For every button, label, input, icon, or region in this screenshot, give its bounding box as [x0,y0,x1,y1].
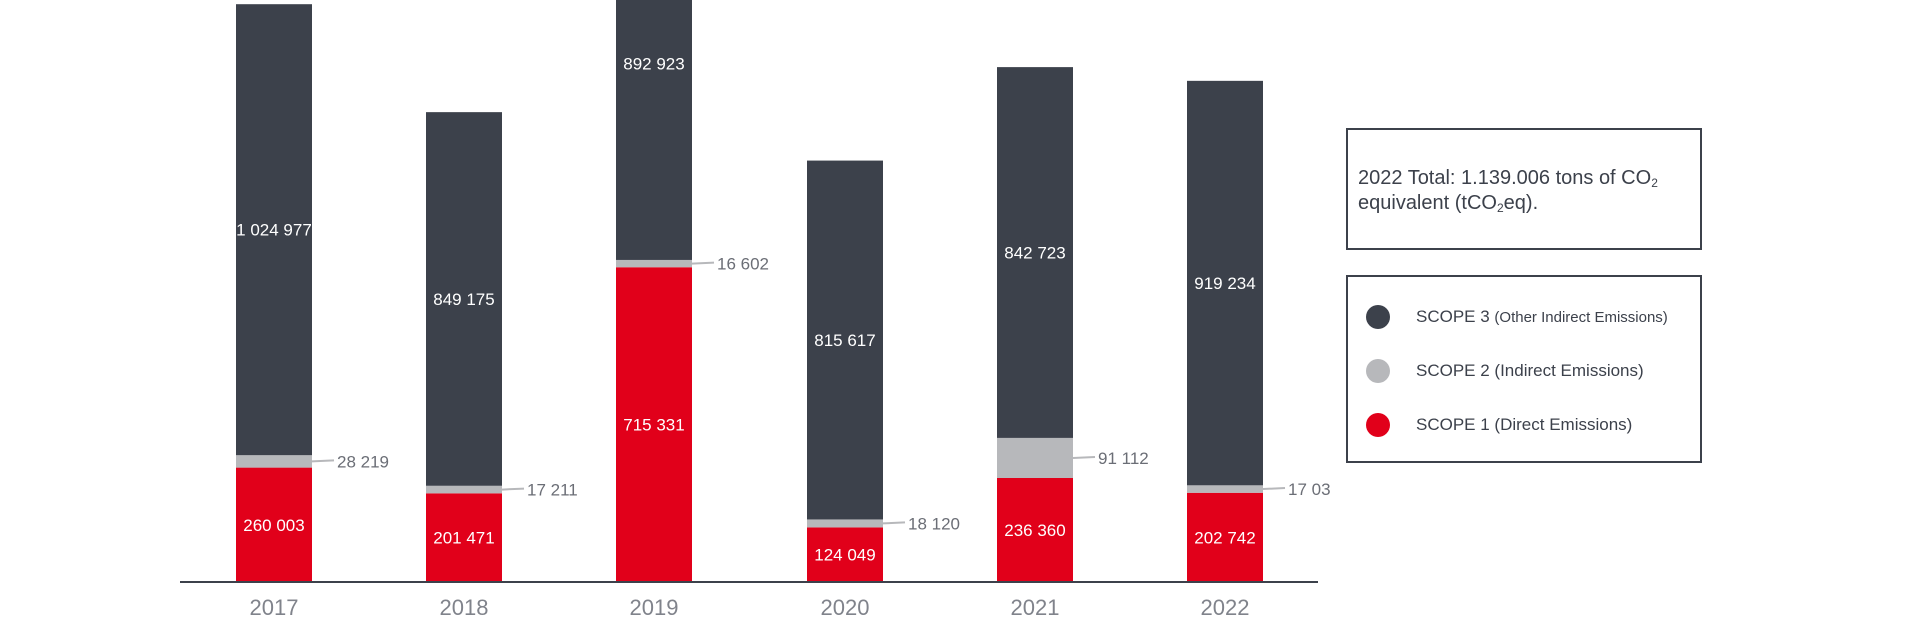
bar-scope-3-2018 [426,112,502,486]
data-label-scope-1-2018: 201 471 [433,529,494,548]
data-label-scope-1-2021: 236 360 [1004,521,1065,540]
bar-scope-2-2017 [236,455,312,468]
x-tick-2017: 2017 [250,595,299,620]
bar-scope-3-2022 [1187,80,1263,486]
total-line-1: 2022 Total: 1.139.006 tons of CO2 [1358,167,1658,190]
bar-scope-3-2017 [236,4,312,456]
data-label-scope-3-2019: 892 923 [623,55,684,74]
bar-scope-1-2022 [1187,492,1263,582]
callout-line-scope-2-2022 [1262,487,1286,491]
data-label-scope-1-2017: 260 003 [243,516,304,535]
x-tick-2022: 2022 [1201,595,1250,620]
bar-scope-2-2018 [426,485,502,494]
data-label-scope-2-2020: 18 120 [908,514,960,533]
callout-line-scope-2-2021 [1072,455,1096,459]
data-label-scope-3-2018: 849 175 [433,290,494,309]
data-label-scope-2-2019: 16 602 [717,255,769,274]
total-emissions-box: 2022 Total: 1.139.006 tons of CO2 equiva… [1346,128,1702,250]
bar-scope-2-2020 [807,519,883,528]
data-label-scope-2-2021: 91 112 [1098,449,1149,468]
bar-scope-2-2021 [997,437,1073,479]
bar-scope-1-2017 [236,467,312,582]
data-label-scope-3-2017: 1 024 977 [236,221,312,240]
data-label-scope-2-2018: 17 211 [527,481,578,500]
chart-legend: SCOPE 3 (Other Indirect Emissions) SCOPE… [1346,275,1702,463]
x-tick-2021: 2021 [1011,595,1060,620]
legend-item-scope-3: SCOPE 3 (Other Indirect Emissions) [1366,303,1668,331]
legend-item-scope-2: SCOPE 2 (Indirect Emissions) [1366,357,1644,385]
legend-swatch-scope-3 [1366,305,1390,329]
data-label-scope-1-2019: 715 331 [623,416,684,435]
legend-swatch-scope-2 [1366,359,1390,383]
callout-line-scope-2-2019 [691,261,715,265]
x-tick-2020: 2020 [821,595,870,620]
data-label-scope-3-2022: 919 234 [1194,274,1255,293]
callout-line-scope-2-2018 [501,487,525,491]
total-line-2: equivalent (tCO2eq). [1358,192,1539,215]
bar-scope-1-2018 [426,493,502,582]
data-label-scope-2-2022: 17 030 [1288,480,1330,499]
legend-item-scope-1: SCOPE 1 (Direct Emissions) [1366,411,1632,439]
data-label-scope-1-2022: 202 742 [1194,528,1255,547]
bar-scope-3-2021 [997,67,1073,438]
data-label-scope-3-2020: 815 617 [814,331,875,350]
x-tick-2018: 2018 [440,595,489,620]
data-label-scope-3-2021: 842 723 [1004,244,1065,263]
callout-line-scope-2-2020 [882,521,906,525]
legend-swatch-scope-1 [1366,413,1390,437]
emissions-bar-chart: 260 003 1 024 977 28 219 2017 201 471 849 175… [180,0,1330,620]
bar-scope-1-2021 [997,478,1073,582]
bar-scope-3-2020 [807,160,883,520]
data-label-scope-2-2017: 28 219 [337,452,389,471]
bar-scope-3-2019 [616,0,692,260]
data-label-scope-1-2020: 124 049 [814,546,875,565]
bar-scope-1-2020 [807,527,883,582]
bar-scope-1-2019 [616,267,692,582]
bar-scope-2-2022 [1187,485,1263,493]
bar-scope-2-2019 [616,259,692,268]
x-tick-2019: 2019 [630,595,679,620]
callout-line-scope-2-2017 [311,459,335,463]
